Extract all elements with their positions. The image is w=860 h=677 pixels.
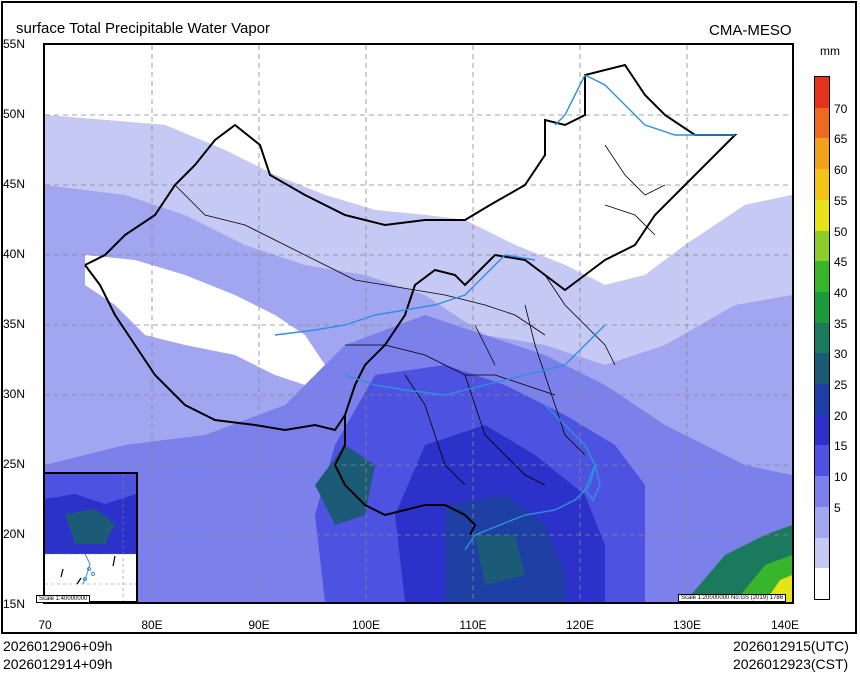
legend-unit: mm bbox=[820, 44, 840, 58]
legend-label: 40 bbox=[834, 285, 848, 300]
legend-label: 25 bbox=[834, 378, 848, 393]
legend-swatch bbox=[815, 506, 829, 538]
lat-tick-40: 40N bbox=[3, 247, 26, 261]
legend-swatch bbox=[815, 107, 829, 139]
lat-tick-50: 50N bbox=[3, 107, 26, 121]
lon-tick-120: 120E bbox=[565, 618, 595, 632]
legend-label: 15 bbox=[834, 439, 848, 454]
legend-swatch bbox=[815, 414, 829, 446]
lon-tick-130: 130E bbox=[672, 618, 702, 632]
valid-time-utc: 2026012915(UTC) bbox=[733, 638, 849, 654]
lat-tick-30: 30N bbox=[3, 387, 26, 401]
legend-swatch bbox=[815, 322, 829, 354]
legend-swatch bbox=[815, 261, 829, 292]
map-scale-note: Scale 1:20000000 No:GS (2019) 1786 bbox=[678, 594, 787, 602]
lat-tick-55: 55N bbox=[3, 37, 26, 51]
init-time-cst: 2026012914+09h bbox=[3, 656, 113, 672]
legend-label: 60 bbox=[834, 163, 848, 178]
legend-swatch bbox=[815, 138, 829, 170]
legend-swatch bbox=[815, 384, 829, 415]
lat-tick-35: 35N bbox=[3, 317, 26, 331]
map-title: surface Total Precipitable Water Vapor bbox=[16, 20, 271, 37]
legend-label: 20 bbox=[834, 408, 848, 423]
lon-tick-140: 140E bbox=[770, 618, 800, 632]
inset-map bbox=[45, 474, 136, 601]
organization-label: CMA-MESO bbox=[709, 22, 792, 39]
lon-tick-80: 80E bbox=[141, 618, 163, 632]
legend-label: 35 bbox=[834, 316, 848, 331]
legend-label: 70 bbox=[834, 101, 848, 116]
lat-tick-25: 25N bbox=[3, 457, 26, 471]
legend-label: 45 bbox=[834, 255, 848, 270]
legend-swatch bbox=[815, 230, 829, 262]
inset-scale-note: Scale 1:40000000 bbox=[36, 595, 91, 603]
legend-swatch bbox=[815, 353, 829, 385]
legend-label: 50 bbox=[834, 224, 848, 239]
legend-swatch bbox=[815, 199, 829, 231]
legend-label: 65 bbox=[834, 132, 848, 147]
lat-tick-45: 45N bbox=[3, 177, 26, 191]
field-dry-tibet bbox=[85, 255, 325, 385]
field-35-south bbox=[475, 535, 525, 585]
legend-swatch bbox=[815, 445, 829, 477]
map-field bbox=[45, 45, 792, 602]
rivers-coast bbox=[274, 74, 735, 551]
lon-tick-100: 100E bbox=[351, 618, 381, 632]
legend-label: 55 bbox=[834, 193, 848, 208]
legend-swatch bbox=[815, 568, 829, 599]
legend-swatch bbox=[815, 291, 829, 323]
legend-label: 5 bbox=[834, 500, 841, 515]
legend-swatch bbox=[815, 169, 829, 200]
provincial-borders bbox=[174, 144, 666, 486]
lon-tick-110: 110E bbox=[459, 618, 487, 632]
national-border bbox=[84, 63, 738, 536]
color-legend bbox=[814, 76, 830, 600]
lon-tick-70: 70 bbox=[38, 618, 52, 632]
legend-label: 10 bbox=[834, 470, 848, 485]
legend-swatch bbox=[815, 476, 829, 507]
field-10 bbox=[45, 115, 792, 365]
legend-label: 30 bbox=[834, 347, 848, 362]
lon-tick-90: 90E bbox=[248, 618, 270, 632]
south-china-sea-inset bbox=[43, 472, 138, 603]
lat-tick-20: 20N bbox=[3, 527, 26, 541]
legend-swatch bbox=[815, 77, 829, 108]
legend-swatch bbox=[815, 537, 829, 569]
lat-tick-15: 15N bbox=[3, 597, 26, 611]
field-dry-north bbox=[45, 45, 792, 285]
precipitable-water-map bbox=[43, 43, 794, 604]
valid-time-cst: 2026012923(CST) bbox=[733, 656, 849, 672]
figure-frame bbox=[1, 1, 857, 634]
init-time-utc: 2026012906+09h bbox=[3, 638, 113, 654]
